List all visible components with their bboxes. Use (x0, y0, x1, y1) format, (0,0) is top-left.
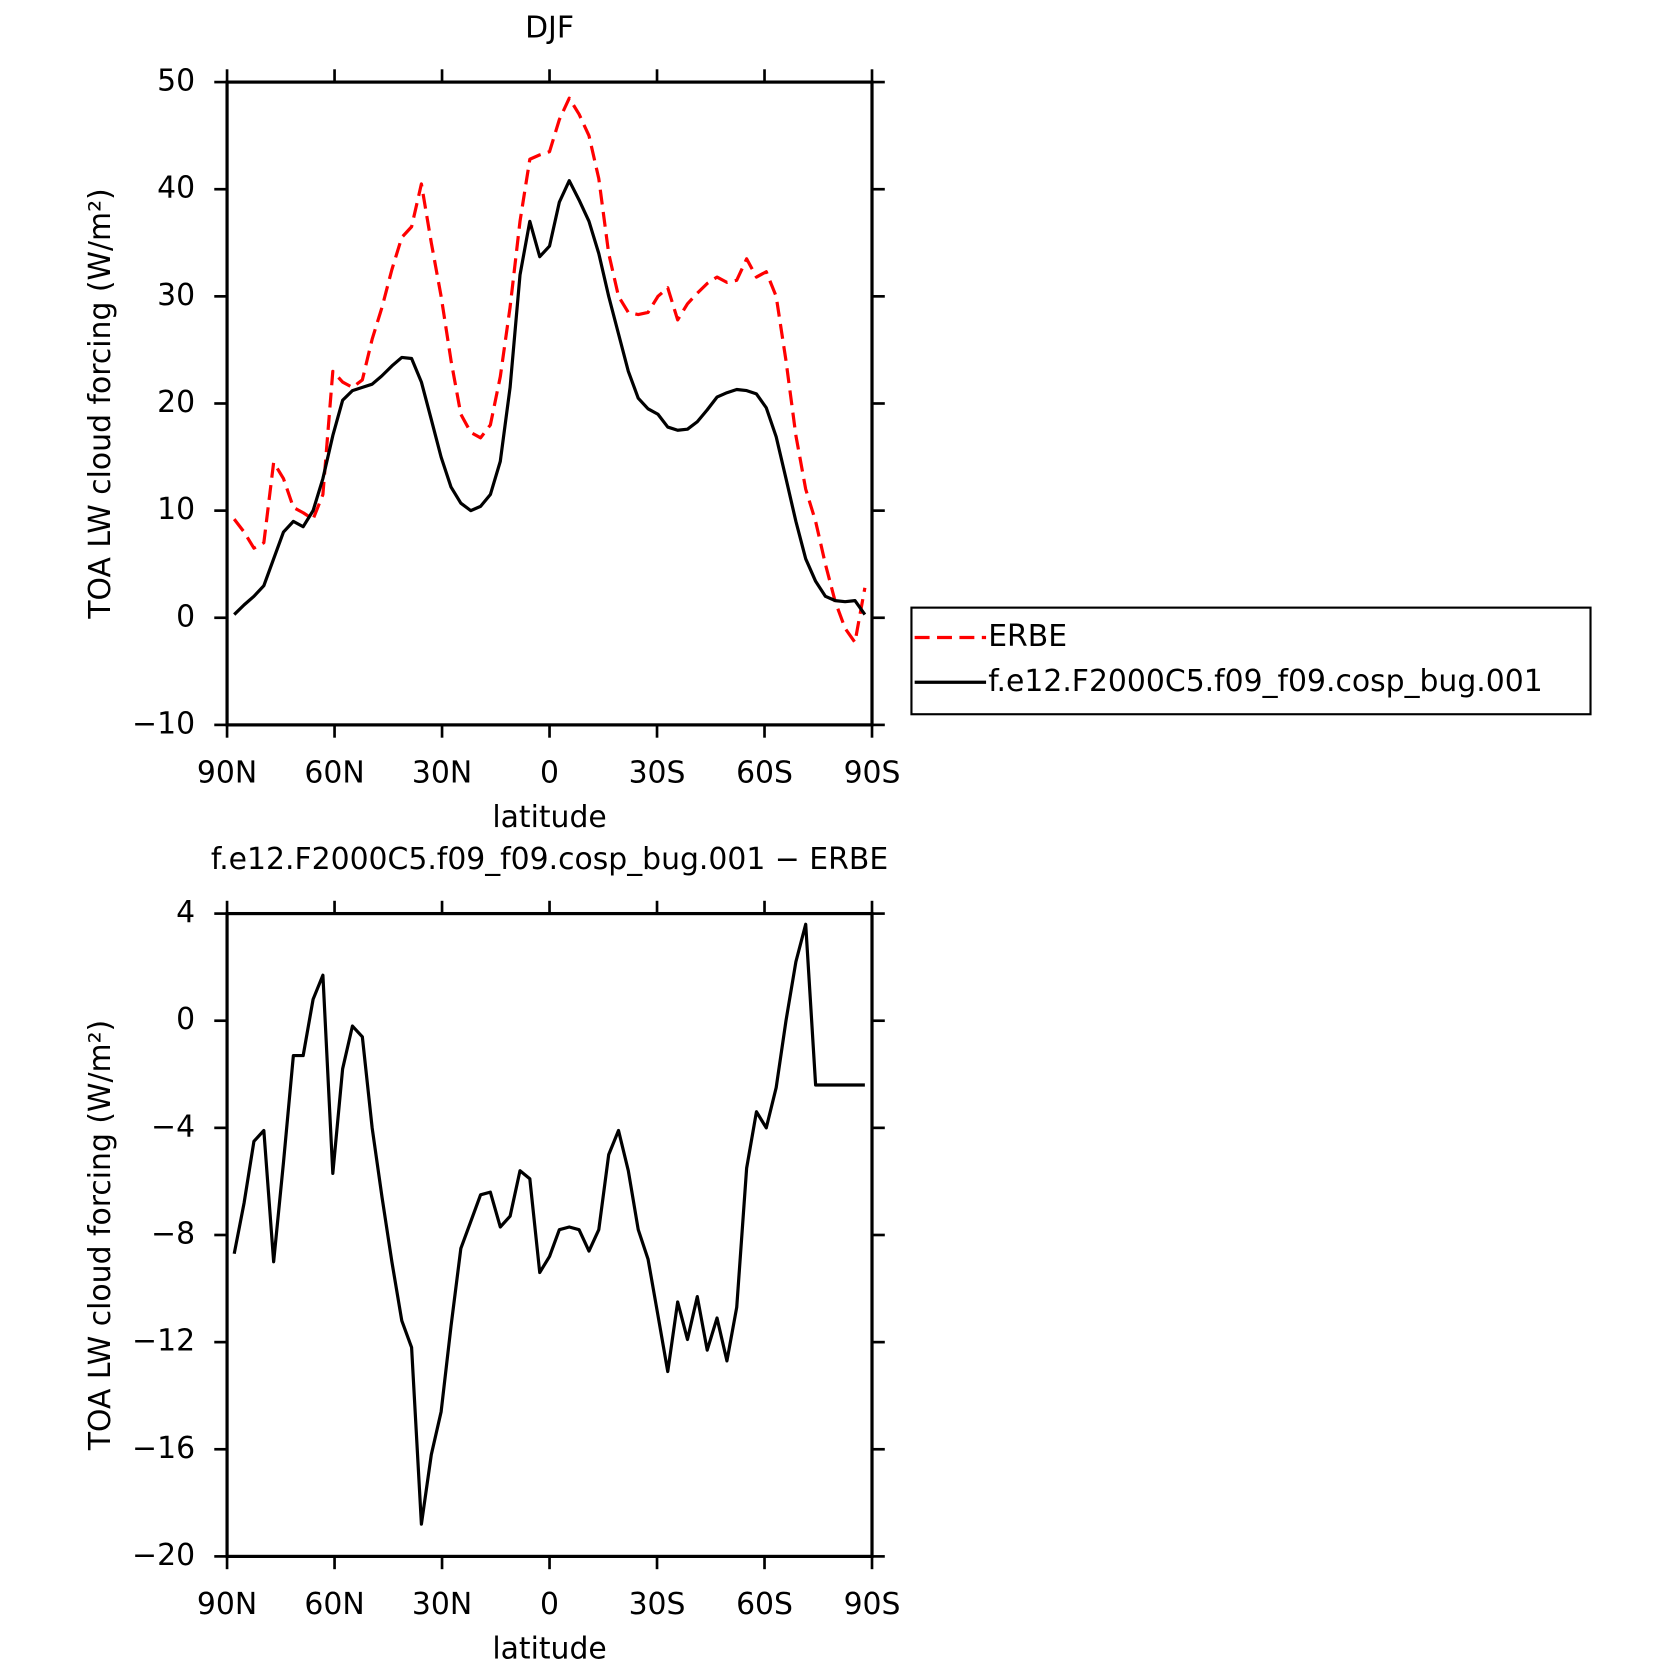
plot-frame (225, 911, 874, 1558)
x-tick-label: 60N (304, 755, 364, 790)
legend-label: ERBE (988, 619, 1067, 654)
y-tick-label: 40 (157, 171, 195, 206)
y-tick-label: 20 (157, 385, 195, 420)
y-tick-label: 50 (157, 64, 195, 99)
legend: ERBE f.e12.F2000C5.f09_f09.cosp_bug.001 (910, 606, 1592, 716)
plot-frame (225, 80, 874, 727)
x-tick-label: 90N (197, 1587, 257, 1622)
x-tick-label: 60S (736, 1587, 793, 1622)
y-tick-label: 0 (176, 1002, 195, 1037)
y-tick-label: −16 (132, 1431, 195, 1466)
y-tick-label: −20 (132, 1538, 195, 1573)
y-tick-label: 30 (157, 278, 195, 313)
y-tick-label: −8 (151, 1216, 195, 1251)
panel: DJF latitude TOA LW cloud forcing (W/m²) 90… (83, 10, 1592, 835)
y-tick-label: 4 (176, 895, 195, 930)
chart-title: DJF (525, 10, 574, 45)
x-tick-label: 30S (629, 1587, 686, 1622)
x-tick-label: 0 (540, 755, 559, 790)
legend-box (910, 606, 1592, 716)
legend-label: f.e12.F2000C5.f09_f09.cosp_bug.001 (988, 664, 1543, 699)
x-tick-label: 60N (304, 1587, 364, 1622)
series-line (232, 922, 865, 1526)
x-tick-label: 90N (197, 755, 257, 790)
x-tick-label: 60S (736, 755, 793, 790)
y-tick-label: −4 (151, 1109, 195, 1144)
x-tick-label: 30N (412, 755, 472, 790)
x-tick-label: 30N (412, 1587, 472, 1622)
series-line (232, 96, 867, 644)
y-tick-label: −12 (132, 1324, 195, 1359)
y-tick-label: −10 (132, 706, 195, 741)
y-tick-label: 0 (176, 599, 195, 634)
x-axis-label: latitude (492, 800, 606, 835)
y-tick-label: 10 (157, 492, 195, 527)
series-line (233, 179, 867, 616)
y-axis-label: TOA LW cloud forcing (W/m²) (83, 188, 118, 619)
x-tick-label: 0 (540, 1587, 559, 1622)
y-axis-label: TOA LW cloud forcing (W/m²) (83, 1020, 118, 1451)
x-tick-label: 90S (844, 755, 901, 790)
x-tick-label: 90S (844, 1587, 901, 1622)
panel: f.e12.F2000C5.f09_f09.cosp_bug.001 − ERB… (83, 842, 901, 1663)
x-tick-label: 30S (629, 755, 686, 790)
chart-title: f.e12.F2000C5.f09_f09.cosp_bug.001 − ERB… (211, 842, 888, 877)
x-axis-label: latitude (492, 1632, 606, 1663)
